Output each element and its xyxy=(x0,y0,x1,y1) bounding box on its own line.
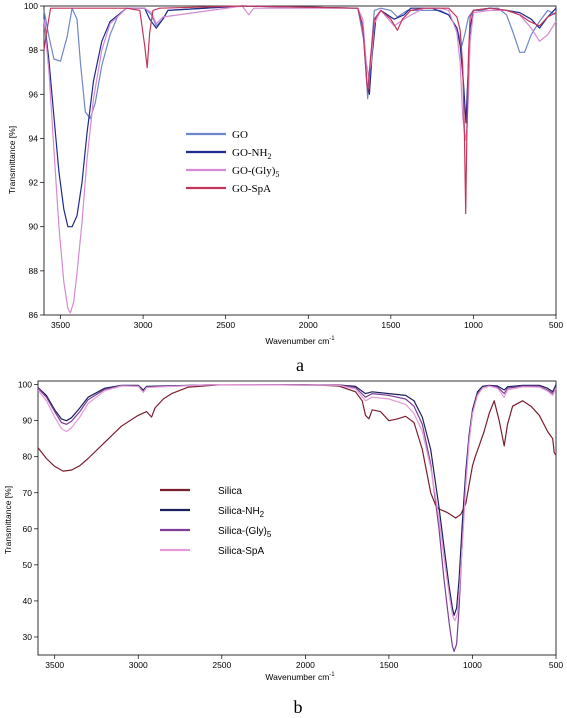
x-tick-label: 3500 xyxy=(51,320,70,330)
panel-a-y-axis-ticks: 86 88 90 92 94 96 98 100 xyxy=(24,1,44,320)
legend-entry-label: GO-SpA xyxy=(232,183,271,195)
x-tick-label: 500 xyxy=(549,660,563,670)
y-tick-label: 80 xyxy=(23,452,33,462)
panel-b-label: b xyxy=(294,697,303,717)
panel-a-label: a xyxy=(296,355,304,375)
series-line-go-spa xyxy=(43,5,557,215)
panel-a-x-axis-label: Wavenumber cm-1 xyxy=(265,336,335,346)
y-tick-label: 100 xyxy=(24,1,38,11)
x-tick-label: 3000 xyxy=(129,660,148,670)
legend-entry: GO-NH2 xyxy=(232,147,271,161)
y-tick-label: 92 xyxy=(29,178,39,188)
y-tick-label: 86 xyxy=(29,310,39,320)
x-tick-label: 2000 xyxy=(299,320,318,330)
x-tick-label: 2500 xyxy=(212,660,231,670)
legend-entry-label: GO-(Gly) xyxy=(232,165,276,177)
panel-a-x-axis-label-main: Wavenumber cm xyxy=(265,336,329,346)
x-tick-label: 3000 xyxy=(134,320,153,330)
x-tick-label: 1500 xyxy=(379,660,398,670)
y-tick-label: 94 xyxy=(29,133,39,143)
legend-entry-label: Silica xyxy=(218,486,242,497)
y-tick-label: 60 xyxy=(23,524,33,534)
legend-entry: Silica xyxy=(218,486,242,497)
y-tick-label: 98 xyxy=(29,45,39,55)
panel-b-x-axis-label-main: Wavenumber cm xyxy=(265,672,329,682)
series-line-silica xyxy=(37,384,557,519)
y-tick-label: 90 xyxy=(23,416,33,426)
legend-entry-label: Silica-SpA xyxy=(218,546,264,557)
panel-a-plot-frame xyxy=(43,5,557,316)
panel-b-y-axis-label: Transmittance [%] xyxy=(3,486,13,554)
legend-entry-label: GO-NH xyxy=(232,147,267,159)
panel-b-x-axis-ticks: 3500 3000 2500 2000 1500 1000 500 xyxy=(45,655,563,670)
panel-b-x-axis-label-sup: -1 xyxy=(329,672,335,678)
y-tick-label: 100 xyxy=(18,380,32,390)
legend-entry-subscript: 2 xyxy=(260,510,265,519)
legend-entry-label: GO xyxy=(232,129,248,141)
x-tick-label: 1000 xyxy=(463,660,482,670)
x-tick-label: 2500 xyxy=(216,320,235,330)
x-tick-label: 1500 xyxy=(381,320,400,330)
y-tick-label: 90 xyxy=(29,222,39,232)
panel-a-x-axis-label-sup: -1 xyxy=(329,336,335,342)
x-tick-label: 3500 xyxy=(45,660,64,670)
legend-entry-label: Silica-(Gly) xyxy=(218,526,267,537)
panel-a-series xyxy=(43,5,557,314)
legend-entry: Silica-SpA xyxy=(218,546,264,557)
legend-entry: Silica-NH2 xyxy=(218,506,265,519)
legend-entry: Silica-(Gly)5 xyxy=(218,526,272,539)
legend-entry-label: Silica-NH xyxy=(218,506,260,517)
y-tick-label: 40 xyxy=(23,596,33,606)
series-line-silica-gly-5 xyxy=(37,384,557,652)
legend-entry: GO xyxy=(232,129,248,141)
legend-entry: GO-(Gly)5 xyxy=(232,165,279,179)
x-tick-label: 2000 xyxy=(296,660,315,670)
panel-a-y-axis-label: Transmittance [%] xyxy=(7,126,17,194)
legend-entry-subscript: 2 xyxy=(267,152,271,161)
series-line-go xyxy=(43,5,557,120)
panel-a-legend: GO GO-NH2 GO-(Gly)5 GO-SpA xyxy=(186,129,279,195)
y-tick-label: 88 xyxy=(29,266,39,276)
series-line-silica-nh2 xyxy=(37,384,557,616)
panel-a-x-axis-ticks: 3500 3000 2500 2000 1500 1000 500 xyxy=(51,315,563,330)
series-line-silica-spa xyxy=(37,384,557,622)
y-tick-label: 50 xyxy=(23,560,33,570)
x-tick-label: 500 xyxy=(549,320,563,330)
series-line-go-gly-5 xyxy=(43,5,557,314)
legend-entry-subscript: 5 xyxy=(267,530,272,539)
panel-b-plot-frame xyxy=(37,380,557,656)
panel-b-series xyxy=(37,384,557,652)
x-tick-label: 1000 xyxy=(464,320,483,330)
y-tick-label: 70 xyxy=(23,488,33,498)
legend-entry-subscript: 5 xyxy=(275,170,279,179)
series-line-go-nh2 xyxy=(43,5,557,228)
panel-b-y-axis-ticks: 30 40 50 60 70 80 90 100 xyxy=(18,380,38,642)
y-tick-label: 96 xyxy=(29,89,39,99)
panel-b-x-axis-label: Wavenumber cm-1 xyxy=(265,672,335,682)
legend-entry: GO-SpA xyxy=(232,183,271,195)
y-tick-label: 30 xyxy=(23,632,33,642)
